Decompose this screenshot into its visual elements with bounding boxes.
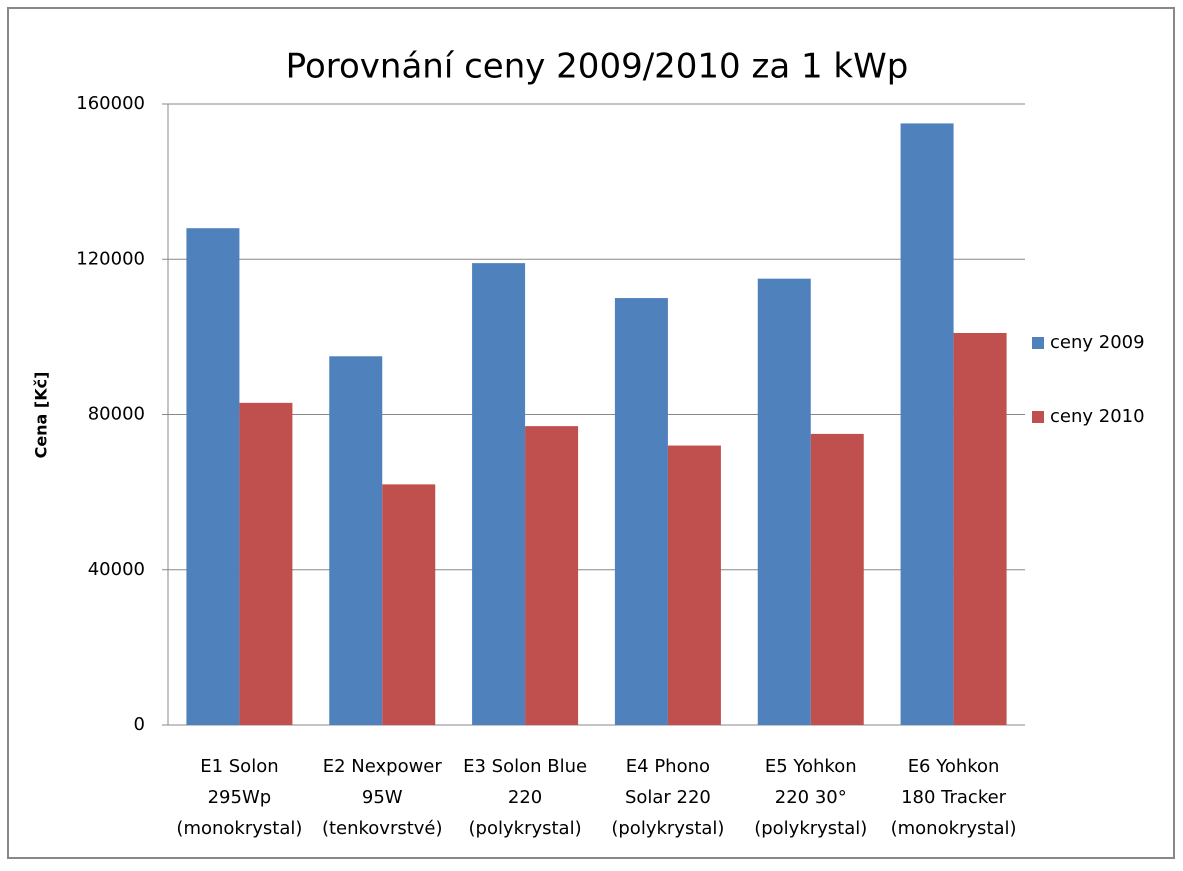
legend-label: ceny 2009 bbox=[1050, 332, 1145, 353]
x-tick-label: E5 Yohkon bbox=[765, 756, 857, 777]
x-tick-label: 295Wp bbox=[208, 787, 272, 808]
y-tick-label: 40000 bbox=[88, 559, 145, 580]
bar bbox=[329, 356, 383, 725]
x-tick-label: (monokrystal) bbox=[891, 818, 1017, 839]
x-tick-label: (polykrystal) bbox=[754, 818, 867, 839]
bar bbox=[757, 278, 811, 725]
y-axis-label: Cena [Kč] bbox=[32, 372, 51, 459]
bar bbox=[614, 298, 668, 725]
x-tick-label: (monokrystal) bbox=[176, 818, 302, 839]
legend-swatch bbox=[1032, 411, 1044, 423]
x-tick-label: E1 Solon bbox=[200, 756, 278, 777]
chart-title: Porovnání ceny 2009/2010 za 1 kWp bbox=[286, 47, 909, 87]
x-tick-label: 95W bbox=[362, 787, 403, 808]
bar bbox=[667, 445, 721, 725]
x-tick-label: 180 Tracker bbox=[901, 787, 1007, 808]
bar bbox=[900, 123, 954, 725]
y-tick-label: 160000 bbox=[76, 93, 145, 114]
bar bbox=[239, 402, 293, 725]
x-tick-label: (polykrystal) bbox=[611, 818, 724, 839]
x-tick-label: E2 Nexpower bbox=[323, 756, 443, 777]
legend-label: ceny 2010 bbox=[1050, 406, 1145, 427]
bar bbox=[953, 332, 1007, 725]
bar bbox=[186, 228, 240, 725]
x-tick-label: 220 bbox=[508, 787, 542, 808]
y-tick-label: 80000 bbox=[88, 404, 145, 425]
legend-swatch bbox=[1032, 337, 1044, 349]
x-tick-label: E3 Solon Blue bbox=[463, 756, 587, 777]
x-tick-label: 220 30° bbox=[775, 787, 847, 808]
bar bbox=[525, 426, 579, 725]
x-tick-label: Solar 220 bbox=[625, 787, 711, 808]
bar bbox=[810, 433, 864, 725]
x-tick-label: (tenkovrstvé) bbox=[322, 818, 443, 839]
x-tick-label: E4 Phono bbox=[626, 756, 710, 777]
bar bbox=[472, 263, 526, 725]
x-tick-label: (polykrystal) bbox=[469, 818, 582, 839]
y-tick-label: 120000 bbox=[76, 248, 145, 269]
bar bbox=[382, 484, 436, 725]
y-tick-label: 0 bbox=[134, 714, 145, 735]
x-tick-label: E6 Yohkon bbox=[908, 756, 1000, 777]
